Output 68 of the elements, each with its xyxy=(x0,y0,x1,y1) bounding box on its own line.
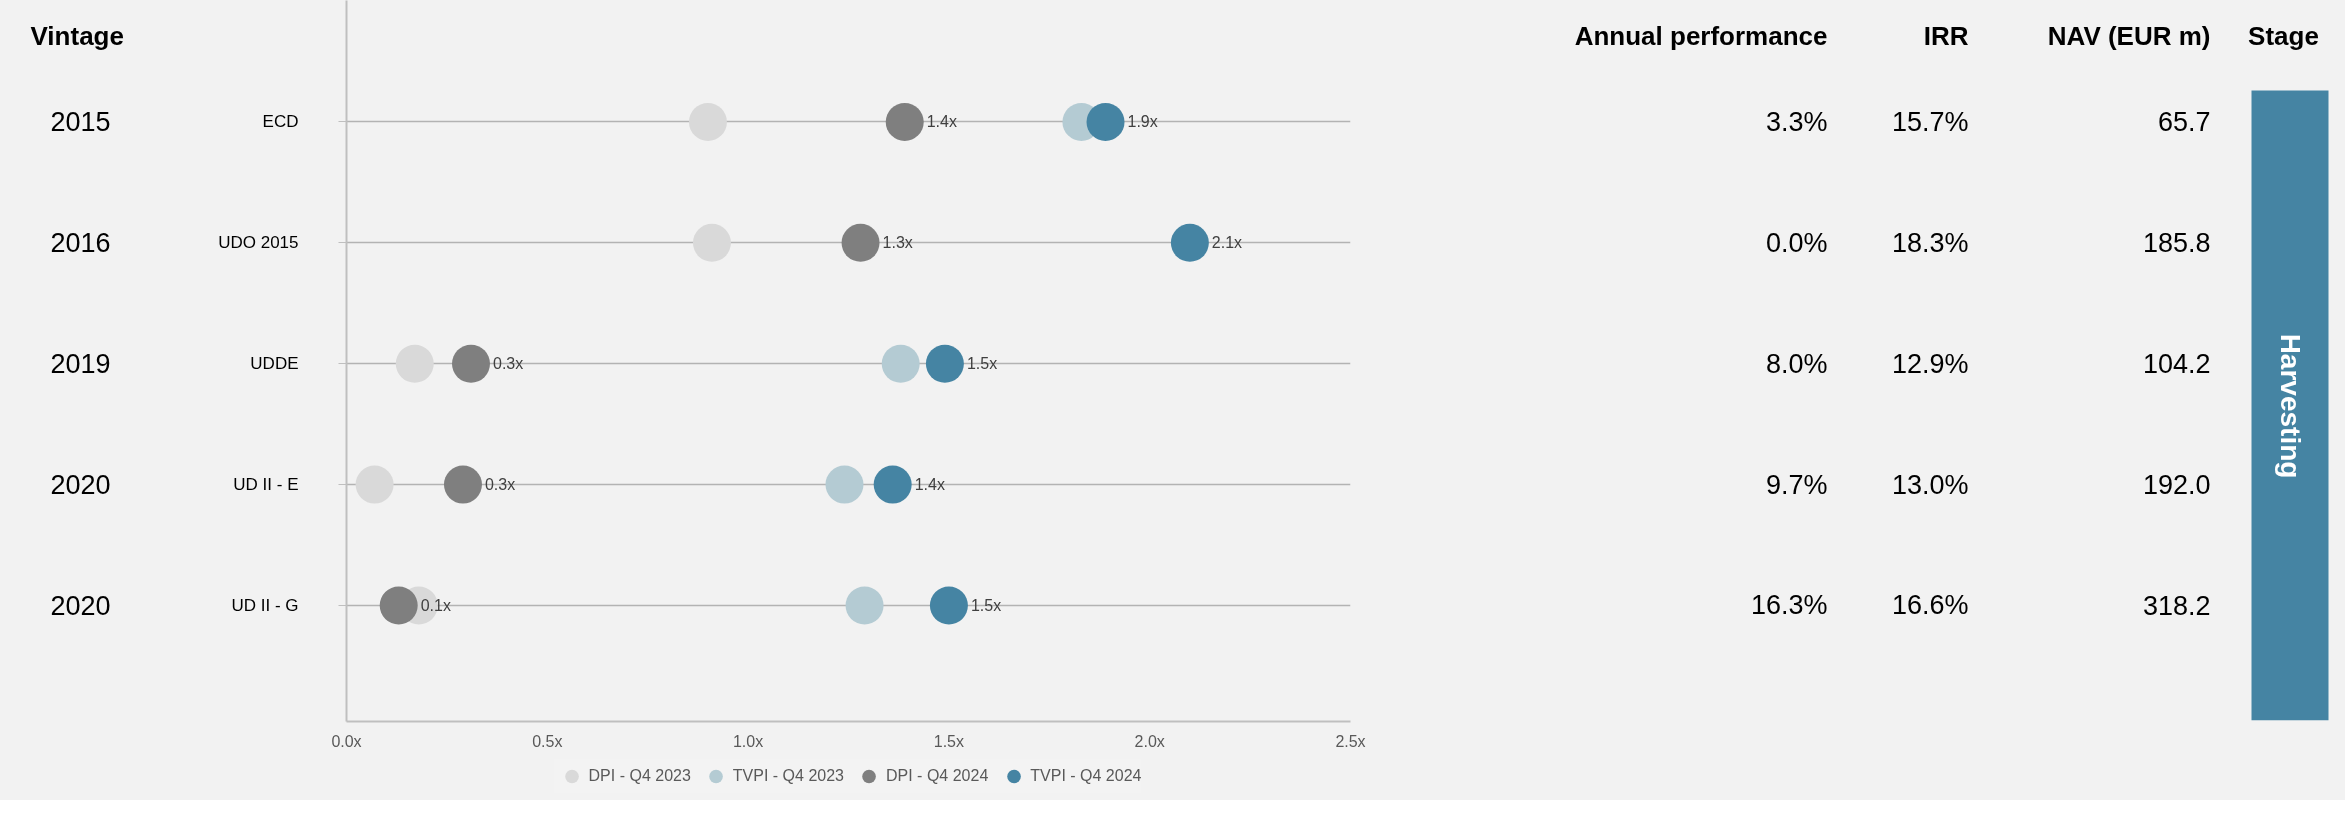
y-tick-label: UD II - G xyxy=(231,595,299,615)
legend-label: TVPI - Q4 2024 xyxy=(1030,767,1142,785)
point xyxy=(873,465,912,504)
x-tick-label: 1.0x xyxy=(732,732,764,750)
legend-label: TVPI - Q4 2023 xyxy=(732,767,844,785)
point xyxy=(845,586,884,625)
legend-label: DPI - Q4 2023 xyxy=(588,767,691,785)
text: 16.6% xyxy=(1891,590,1969,621)
category-label: Annual performance xyxy=(1574,21,1828,52)
point xyxy=(1170,223,1209,262)
text: 2020 xyxy=(50,470,111,501)
y-tick-label: UDO 2015 xyxy=(218,233,299,253)
legend-label: DPI - Q4 2024 xyxy=(886,767,989,785)
text: 13.0% xyxy=(1891,469,1969,500)
text: 8.0% xyxy=(1765,348,1828,379)
data-label: 1.9x xyxy=(1127,113,1158,131)
point xyxy=(1086,102,1125,141)
y-tick-label: ECD xyxy=(262,112,299,132)
text: 2016 xyxy=(50,228,111,259)
category-label: Stage xyxy=(2248,21,2319,52)
data-label: 1.5x xyxy=(970,596,1002,614)
text: Harvesting xyxy=(2274,333,2306,479)
data-label: 0.3x xyxy=(484,476,516,494)
point xyxy=(692,223,731,262)
x-tick-label: 0.0x xyxy=(331,732,362,750)
point xyxy=(925,344,964,383)
text: 3.3% xyxy=(1765,106,1828,137)
point xyxy=(885,102,924,141)
text: 12.9% xyxy=(1891,348,1969,379)
text: 104.2 xyxy=(2142,349,2211,380)
point xyxy=(443,465,482,504)
text: 15.7% xyxy=(1891,106,1969,137)
data-label: 1.4x xyxy=(926,113,957,131)
x-tick-label: 1.5x xyxy=(933,732,965,750)
data-label: 1.3x xyxy=(882,234,913,252)
point xyxy=(395,344,434,383)
text: 318.2 xyxy=(2142,590,2211,621)
text: Vintage xyxy=(30,21,124,52)
data-label: 1.4x xyxy=(914,476,945,494)
point xyxy=(825,465,864,504)
data-label: 1.5x xyxy=(966,355,998,373)
text: 192.0 xyxy=(2142,470,2211,501)
x-tick-label: 2.0x xyxy=(1134,732,1165,750)
point xyxy=(379,586,418,625)
data-label: 0.1x xyxy=(420,596,451,614)
point xyxy=(841,223,880,262)
point xyxy=(355,465,394,504)
text: 2015 xyxy=(50,107,111,138)
category-label: NAV (EUR m) xyxy=(2047,21,2211,52)
data-label: 2.1x xyxy=(1211,234,1243,252)
text: 2020 xyxy=(50,590,111,621)
text: 18.3% xyxy=(1891,227,1969,258)
text: 185.8 xyxy=(2142,228,2211,259)
x-tick-label: 2.5x xyxy=(1335,732,1366,750)
text: 2019 xyxy=(50,349,111,380)
data-label: 0.3x xyxy=(493,355,524,373)
y-tick-label: UD II - E xyxy=(233,475,299,495)
point xyxy=(929,586,968,625)
category-label: IRR xyxy=(1923,21,1969,52)
point xyxy=(452,344,490,383)
x-tick-label: 0.5x xyxy=(532,732,563,750)
text: 65.7 xyxy=(2157,107,2211,138)
text: 0.0% xyxy=(1765,227,1828,258)
point xyxy=(881,344,920,383)
point xyxy=(688,102,727,141)
y-tick-label: UDDE xyxy=(250,354,299,374)
text: 16.3% xyxy=(1750,590,1828,621)
text: 9.7% xyxy=(1765,469,1828,500)
